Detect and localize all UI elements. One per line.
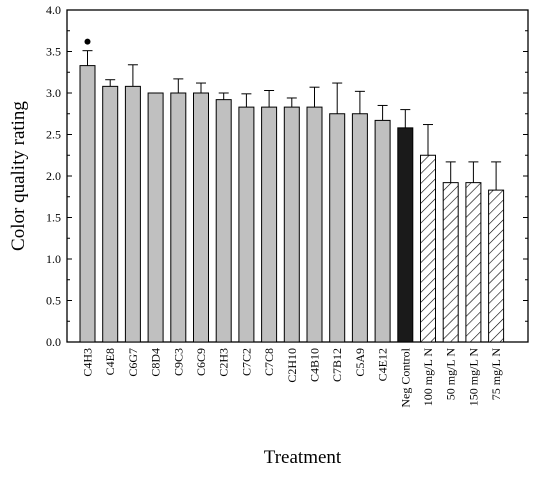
- bar-c9c3: [170, 92, 187, 343]
- x-category-label: C5A9: [353, 348, 367, 377]
- bar-c8d4: [147, 92, 164, 343]
- x-category-label: C4E8: [103, 348, 117, 375]
- y-tick-label: 0.5: [46, 294, 61, 308]
- bar-c5a9: [351, 113, 368, 343]
- bar-c6g7: [124, 85, 141, 343]
- y-tick-label: 1.0: [46, 252, 61, 266]
- x-category-label: C2H3: [217, 348, 231, 377]
- bar-c7c8: [261, 106, 278, 343]
- x-category-label: C4H3: [81, 348, 95, 377]
- y-tick-label: 2.5: [46, 128, 61, 142]
- bar-c4b10: [306, 106, 323, 343]
- bar-c2h3: [215, 99, 232, 343]
- x-category-label: Neg Control: [398, 347, 412, 407]
- x-axis-title: Treatment: [264, 447, 342, 468]
- bar-75-mg-l-n: [488, 189, 505, 343]
- x-category-label: C8D4: [149, 348, 163, 377]
- y-tick-label: 0.0: [46, 335, 61, 349]
- x-category-label: C7C8: [262, 348, 276, 376]
- x-category-label: C7C2: [239, 348, 253, 376]
- bar-150-mg-l-n: [465, 182, 482, 343]
- x-category-label: C7B12: [330, 348, 344, 382]
- x-category-label: 150 mg/L N: [466, 348, 480, 407]
- x-category-label: 50 mg/L N: [444, 348, 458, 401]
- y-tick-label: 3.5: [46, 45, 61, 59]
- x-category-label: C4E12: [376, 348, 390, 381]
- x-category-label: C6G7: [126, 348, 140, 377]
- bar-c6c9: [193, 92, 209, 343]
- x-category-label: C4B10: [308, 348, 322, 382]
- bar-c7b12: [329, 113, 346, 343]
- bar-c4e12: [374, 119, 391, 343]
- y-tick-label: 4.0: [46, 3, 61, 17]
- bar-c2h10: [283, 106, 300, 343]
- bar-c4e8: [102, 85, 119, 343]
- x-category-label: C2H10: [285, 348, 299, 383]
- x-category-label: 75 mg/L N: [489, 348, 503, 401]
- x-category-label: 100 mg/L N: [421, 348, 435, 407]
- y-tick-label: 2.0: [46, 169, 61, 183]
- bar-50-mg-l-n: [442, 182, 459, 343]
- bar-c7c2: [238, 106, 255, 343]
- plot-area: 0.0 0.5 1.0 1.5 2.0 2.5 3.0 3.5 4.0 C4H3 C4E8 C6G7 C…: [46, 3, 529, 408]
- significance-dot-marker: [84, 38, 91, 45]
- x-category-label: C9C3: [171, 348, 185, 376]
- bar-neg-control: [397, 127, 414, 343]
- y-tick-label: 1.5: [46, 211, 61, 225]
- x-category-label: C6C9: [194, 348, 208, 376]
- bar-100-mg-l-n: [420, 154, 436, 343]
- y-axis-title: Color quality rating: [8, 101, 29, 251]
- bar-c4h3: [79, 65, 96, 343]
- y-tick-label: 3.0: [46, 86, 61, 100]
